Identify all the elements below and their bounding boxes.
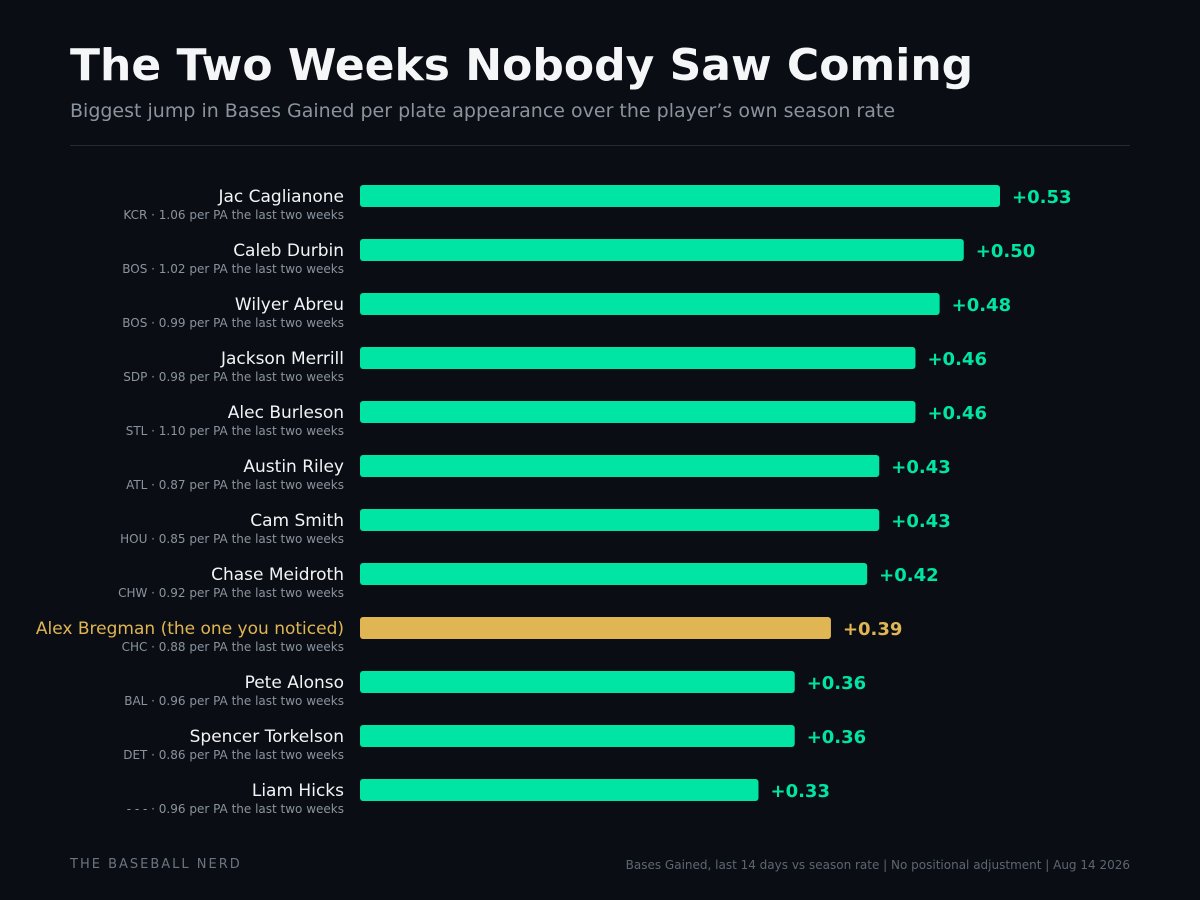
player-name-label: Liam Hicks	[252, 781, 344, 801]
bar-row: Alex Bregman (the one you noticed)CHC · …	[36, 617, 903, 654]
bar	[360, 239, 964, 261]
value-label: +0.43	[891, 511, 951, 532]
player-sublabel: STL · 1.10 per PA the last two weeks	[126, 424, 344, 438]
value-label: +0.36	[807, 673, 867, 694]
player-name-label: Alec Burleson	[228, 403, 344, 423]
value-label: +0.50	[976, 241, 1036, 262]
bar	[360, 671, 795, 693]
player-sublabel: CHC · 0.88 per PA the last two weeks	[122, 640, 344, 654]
bar	[360, 617, 831, 639]
player-sublabel: HOU · 0.85 per PA the last two weeks	[120, 532, 344, 546]
bar	[360, 401, 916, 423]
player-sublabel: BOS · 0.99 per PA the last two weeks	[122, 316, 344, 330]
player-name-label: Jac Caglianone	[217, 187, 344, 207]
bar	[360, 347, 916, 369]
player-sublabel: SDP · 0.98 per PA the last two weeks	[123, 370, 344, 384]
bar	[360, 563, 868, 585]
bar	[360, 725, 795, 747]
value-label: +0.46	[927, 403, 987, 424]
player-name-label: Chase Meidroth	[211, 565, 344, 585]
bar	[360, 185, 1000, 207]
player-name-label: Jackson Merrill	[220, 349, 344, 369]
player-name-label: Austin Riley	[243, 457, 344, 477]
player-sublabel: CHW · 0.92 per PA the last two weeks	[118, 586, 344, 600]
header-divider	[70, 145, 1130, 146]
player-name-label: Pete Alonso	[245, 673, 344, 693]
value-label: +0.42	[879, 565, 939, 586]
value-label: +0.36	[807, 727, 867, 748]
player-name-label: Cam Smith	[250, 511, 344, 531]
chart-subtitle: Biggest jump in Bases Gained per plate a…	[70, 100, 896, 122]
player-sublabel: BOS · 1.02 per PA the last two weeks	[122, 262, 344, 276]
player-sublabel: DET · 0.86 per PA the last two weeks	[123, 748, 344, 762]
bar-row: Liam Hicks- - - · 0.96 per PA the last t…	[127, 779, 830, 816]
player-name-label: Caleb Durbin	[233, 241, 344, 261]
value-label: +0.43	[891, 457, 951, 478]
value-label: +0.33	[770, 781, 830, 802]
bar	[360, 293, 940, 315]
bar	[360, 779, 759, 801]
player-name-label: Spencer Torkelson	[190, 727, 344, 747]
footer-brand: THE BASEBALL NERD	[70, 857, 242, 872]
value-label: +0.46	[927, 349, 987, 370]
player-sublabel: ATL · 0.87 per PA the last two weeks	[126, 478, 344, 492]
player-sublabel: - - - · 0.96 per PA the last two weeks	[127, 802, 344, 816]
bar	[360, 455, 880, 477]
player-name-label: Alex Bregman (the one you noticed)	[36, 619, 344, 639]
value-label: +0.53	[1012, 187, 1072, 208]
value-label: +0.39	[843, 619, 903, 640]
footer-note: Bases Gained, last 14 days vs season rat…	[625, 858, 1130, 872]
value-label: +0.48	[952, 295, 1012, 316]
player-name-label: Wilyer Abreu	[235, 295, 344, 315]
chart-title: The Two Weeks Nobody Saw Coming	[70, 40, 974, 91]
player-sublabel: BAL · 0.96 per PA the last two weeks	[124, 694, 344, 708]
player-sublabel: KCR · 1.06 per PA the last two weeks	[123, 208, 344, 222]
bar	[360, 509, 880, 531]
